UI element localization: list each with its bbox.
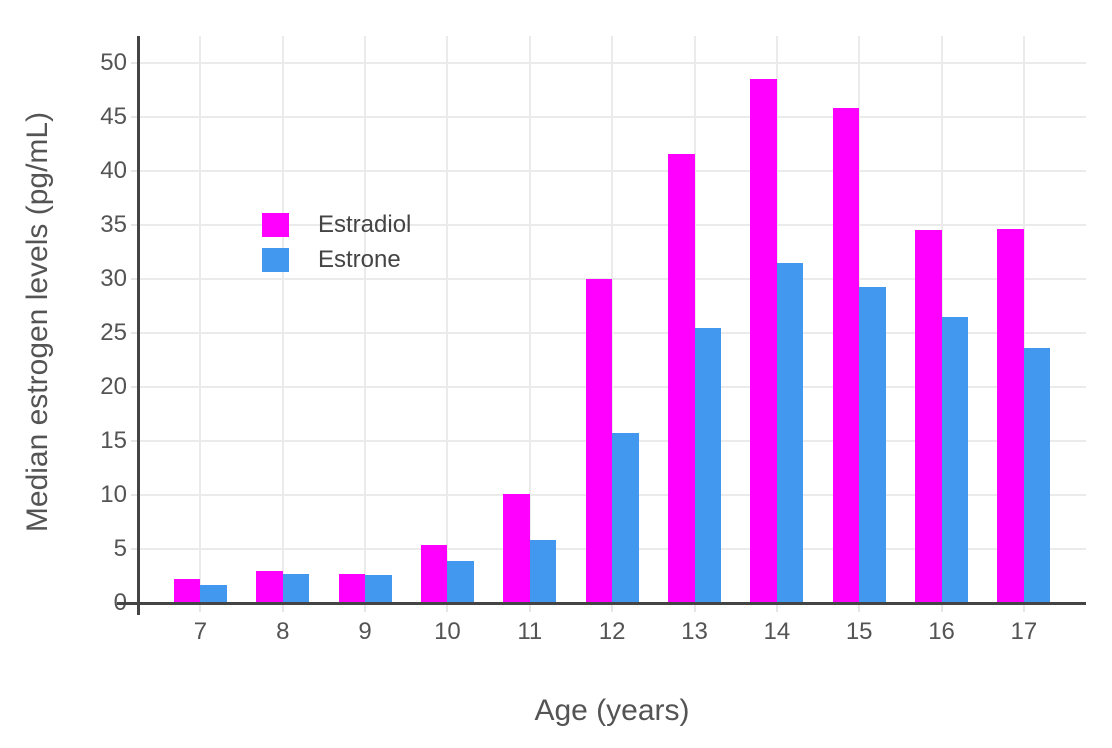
x-tick-mark (281, 605, 284, 612)
y-tick-mark (131, 386, 138, 388)
bar-estradiol-age-12[interactable] (585, 279, 613, 603)
x-gridline (446, 36, 449, 603)
y-gridline (138, 62, 1086, 64)
bar-estrone-age-11[interactable] (529, 540, 557, 603)
bar-estrone-age-7[interactable] (200, 584, 227, 603)
y-tick-mark (131, 170, 138, 172)
x-tick-mark (775, 605, 778, 612)
y-tick-mark (131, 548, 138, 550)
bar-estrone-age-15[interactable] (859, 286, 886, 603)
bar-estradiol-age-8[interactable] (256, 570, 283, 603)
y-axis-title: Median estrogen levels (pg/mL) (21, 111, 54, 533)
x-tick-label: 9 (358, 618, 372, 645)
x-tick-mark (1022, 605, 1025, 612)
bar-estradiol-age-17[interactable] (997, 229, 1024, 603)
bar-estrone-age-9[interactable] (365, 574, 392, 603)
bar-estrone-age-10[interactable] (447, 560, 474, 603)
bar-estradiol-age-13[interactable] (668, 153, 695, 603)
x-gridline (364, 36, 367, 603)
bar-estrone-age-14[interactable] (776, 262, 804, 603)
y-tick-mark (131, 116, 138, 118)
x-tick-mark (940, 605, 943, 612)
legend-item-estradiol[interactable]: Estradiol (262, 213, 411, 237)
y-gridline (138, 224, 1086, 226)
y-tick-mark (131, 440, 138, 442)
y-gridline (138, 170, 1086, 172)
x-tick-mark (446, 605, 449, 612)
x-tick-label: 10 (434, 618, 461, 645)
legend-label-estradiol: Estradiol (318, 211, 412, 238)
bar-estradiol-age-11[interactable] (503, 493, 530, 603)
bar-estradiol-age-10[interactable] (420, 544, 448, 603)
x-tick-label: 8 (276, 618, 290, 645)
bar-estradiol-age-14[interactable] (750, 79, 777, 603)
y-tick-mark (131, 224, 138, 226)
x-tick-label: 14 (763, 618, 791, 645)
bar-estrone-age-16[interactable] (941, 316, 969, 603)
y-gridline (138, 116, 1086, 118)
x-tick-mark (528, 605, 531, 612)
x-tick-label: 16 (928, 618, 955, 645)
y-tick-label: 50 (100, 49, 127, 76)
bar-estradiol-age-15[interactable] (832, 108, 860, 603)
bar-estradiol-age-7[interactable] (173, 579, 201, 603)
y-tick-label: 45 (100, 103, 127, 130)
bar-estrone-age-17[interactable] (1023, 348, 1051, 603)
bar-estrone-age-8[interactable] (282, 573, 310, 603)
y-tick-label: 20 (100, 373, 127, 400)
y-tick-label: 15 (100, 427, 127, 454)
legend: Estradiol Estrone (262, 213, 411, 283)
legend-swatch-estrone (262, 248, 289, 272)
bar-estrone-age-12[interactable] (612, 433, 639, 603)
y-tick-label: 30 (100, 265, 127, 292)
x-tick-mark (611, 605, 614, 612)
x-tick-label: 11 (517, 618, 543, 645)
x-tick-mark (199, 605, 202, 612)
x-tick-label: 17 (1010, 618, 1038, 645)
y-tick-label: 5 (113, 535, 127, 562)
y-axis-line (136, 36, 140, 615)
x-axis-line (117, 601, 1086, 605)
x-gridline (281, 36, 284, 603)
y-tick-label: 10 (100, 481, 127, 508)
legend-item-estrone[interactable]: Estrone (262, 248, 411, 272)
x-gridline (611, 36, 614, 603)
x-tick-mark (364, 605, 367, 612)
y-tick-label: 40 (100, 157, 127, 184)
x-tick-label: 13 (681, 618, 708, 645)
x-gridline (693, 36, 696, 603)
x-tick-mark (693, 605, 696, 612)
x-axis-title: Age (years) (534, 694, 690, 727)
y-tick-label: 35 (100, 211, 127, 238)
bar-estradiol-age-9[interactable] (338, 573, 366, 603)
x-tick-label: 7 (193, 618, 208, 645)
y-tick-mark (131, 332, 138, 334)
y-tick-mark (131, 278, 138, 280)
y-tick-mark (131, 62, 138, 64)
bar-estradiol-age-16[interactable] (915, 230, 942, 603)
x-axis-title-wrap: Age (years) (138, 694, 1086, 728)
x-gridline (199, 36, 202, 603)
x-gridline (528, 36, 531, 603)
x-tick-mark (858, 605, 861, 612)
legend-swatch-estradiol (262, 213, 289, 237)
y-tick-label: 25 (100, 319, 127, 346)
x-tick-label: 15 (845, 618, 873, 645)
y-tick-mark (131, 494, 138, 496)
bar-estrone-age-13[interactable] (694, 327, 721, 603)
x-gridline (1022, 36, 1025, 603)
legend-label-estrone: Estrone (318, 246, 401, 273)
x-tick-label: 12 (598, 618, 626, 645)
